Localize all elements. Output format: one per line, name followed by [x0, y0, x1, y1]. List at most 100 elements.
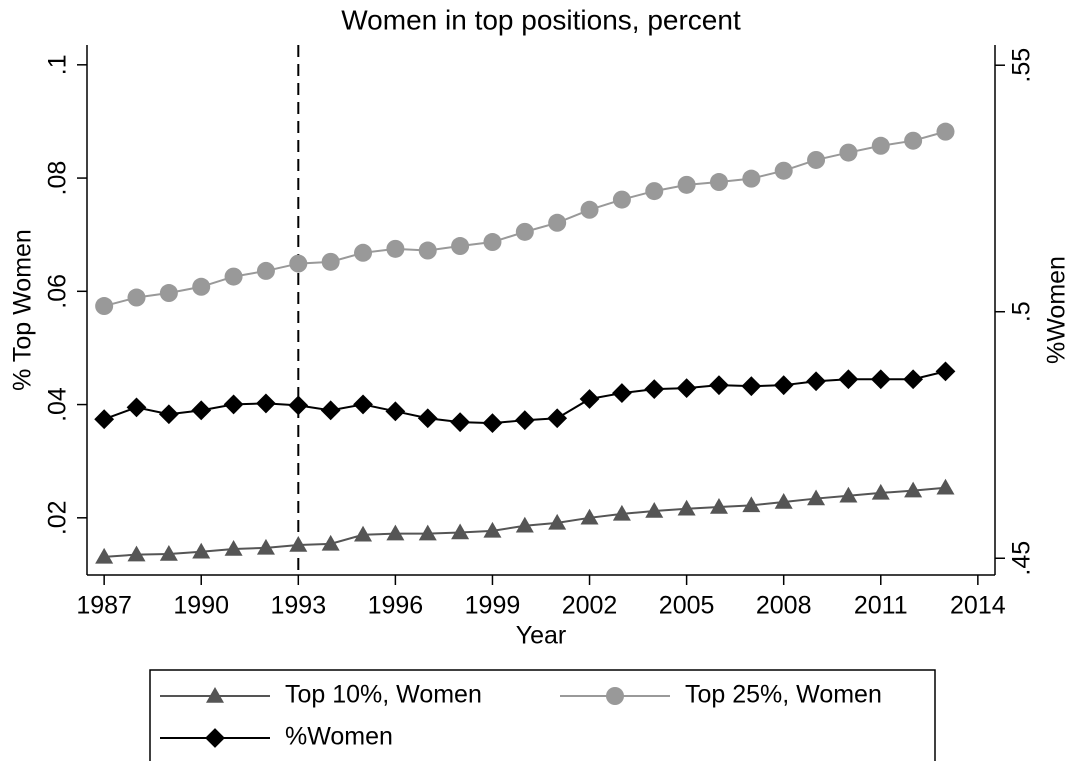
marker: [191, 400, 212, 421]
marker: [483, 521, 502, 538]
x-tick-label: 1999: [465, 592, 521, 620]
marker: [451, 523, 470, 540]
marker: [645, 182, 664, 201]
legend-marker: [206, 687, 224, 703]
x-axis-title: Year: [516, 622, 567, 650]
marker: [773, 375, 794, 396]
x-tick-label: 2008: [756, 592, 812, 620]
marker: [418, 241, 437, 260]
x-tick-label: 1987: [76, 592, 132, 620]
marker: [386, 524, 405, 541]
legend-marker: [606, 687, 624, 705]
y-tick-label: .04: [44, 387, 72, 422]
marker: [774, 161, 793, 180]
marker: [612, 504, 631, 521]
marker: [386, 239, 405, 258]
y-axis-title: % Top Women: [9, 229, 37, 391]
legend-marker: [205, 728, 225, 748]
marker: [936, 122, 955, 141]
marker: [709, 498, 728, 514]
marker: [159, 284, 178, 303]
marker: [580, 508, 599, 525]
marker: [418, 524, 437, 541]
marker: [354, 525, 373, 542]
marker: [774, 492, 793, 509]
marker: [256, 538, 275, 555]
legend-label: Top 25%, Women: [685, 681, 882, 709]
marker: [676, 378, 697, 399]
y-tick-label: .06: [44, 274, 72, 309]
marker: [645, 502, 664, 518]
marker: [871, 136, 890, 155]
marker: [158, 404, 179, 425]
marker: [321, 252, 340, 271]
marker: [126, 397, 147, 418]
marker: [904, 131, 923, 150]
marker: [579, 389, 600, 409]
marker: [903, 369, 924, 390]
marker: [256, 261, 275, 280]
marker: [742, 496, 761, 513]
marker: [482, 413, 503, 434]
y2-axis-title: %Women: [1043, 256, 1071, 364]
marker: [838, 369, 859, 390]
marker: [709, 173, 728, 192]
y2-tick-label: .45: [1008, 541, 1036, 576]
marker: [742, 169, 761, 188]
marker: [256, 393, 276, 414]
marker: [677, 175, 696, 194]
y-tick-label: .08: [44, 161, 72, 196]
marker: [289, 254, 308, 273]
marker: [580, 200, 599, 219]
marker: [192, 542, 211, 559]
marker: [288, 395, 309, 416]
marker: [709, 375, 729, 396]
marker: [320, 400, 341, 421]
marker: [548, 513, 567, 530]
y2-tick-label: .5: [1008, 301, 1036, 322]
legend-label: %Women: [285, 723, 393, 751]
marker: [127, 545, 146, 562]
x-tick-label: 2005: [659, 592, 715, 620]
marker: [807, 150, 826, 169]
marker: [806, 371, 826, 392]
legend-box: [149, 669, 936, 761]
marker: [483, 233, 502, 252]
marker: [514, 410, 535, 431]
marker: [192, 277, 211, 296]
marker: [871, 483, 890, 500]
marker: [515, 516, 534, 533]
x-tick-label: 2011: [854, 592, 908, 620]
marker: [159, 545, 178, 561]
marker: [354, 243, 373, 262]
marker: [223, 394, 244, 415]
marker: [547, 408, 568, 429]
y-tick-label: .1: [44, 54, 72, 75]
marker: [224, 539, 243, 556]
x-tick-label: 2014: [950, 592, 1006, 620]
marker: [935, 361, 956, 382]
marker: [870, 369, 891, 390]
x-tick-label: 2002: [562, 592, 618, 620]
marker: [353, 394, 373, 415]
legend-label: Top 10%, Women: [285, 681, 482, 709]
marker: [94, 409, 115, 430]
marker: [548, 213, 567, 232]
marker: [839, 486, 858, 503]
marker: [385, 401, 406, 422]
x-tick-label: 1996: [368, 592, 424, 620]
chart-title: Women in top positions, percent: [341, 4, 741, 35]
y2-tick-label: .55: [1008, 48, 1036, 83]
marker: [127, 288, 146, 307]
marker: [451, 237, 470, 256]
marker: [677, 499, 696, 516]
marker: [644, 379, 665, 400]
marker: [839, 143, 858, 162]
marker: [321, 534, 340, 551]
y-tick-label: .02: [44, 500, 72, 535]
marker: [936, 478, 955, 495]
marker: [95, 547, 114, 564]
marker: [450, 412, 471, 433]
